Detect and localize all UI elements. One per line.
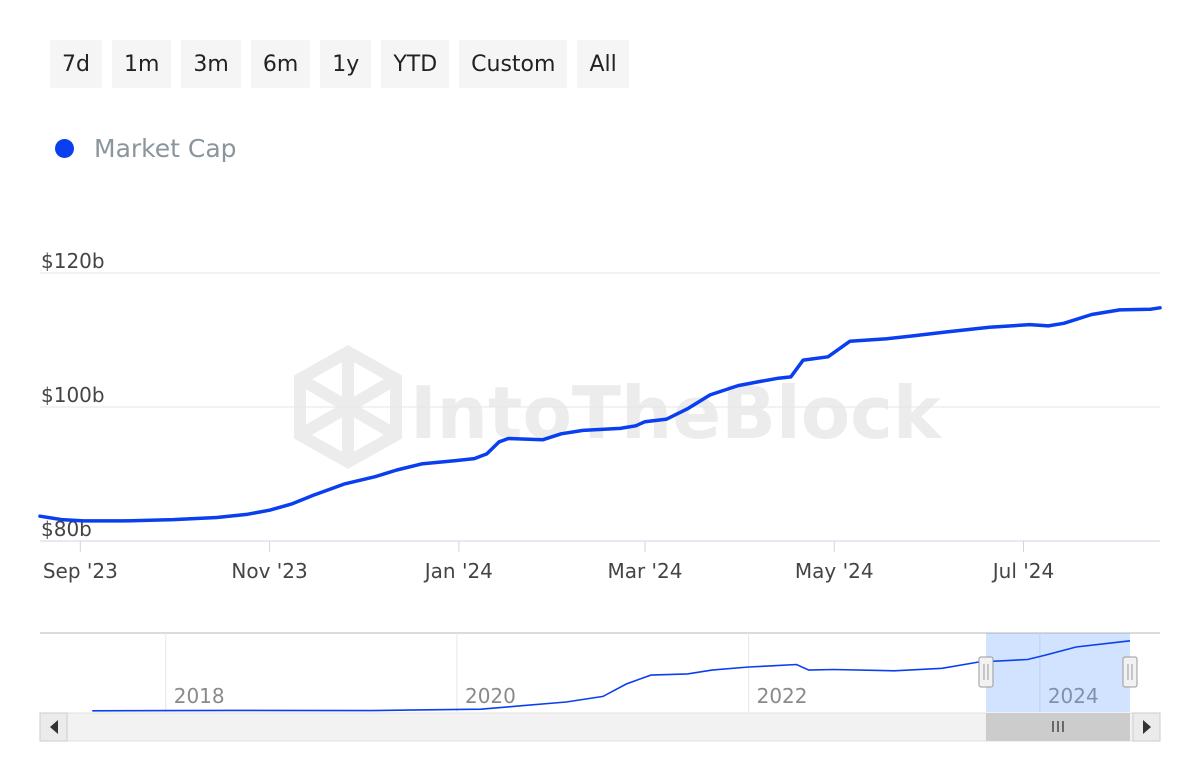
range-button-ytd[interactable]: YTD xyxy=(381,40,450,88)
scrollbar-right-arrow-icon xyxy=(1143,720,1151,734)
y-axis-labels: $80b$100b$120b xyxy=(41,249,105,541)
scrollbar-left-arrow-icon xyxy=(50,720,58,734)
navigator-year-label: 2020 xyxy=(465,684,516,708)
x-tick-label: Nov '23 xyxy=(231,559,307,583)
x-tick-label: Jan '24 xyxy=(423,559,493,583)
range-button-1m[interactable]: 1m xyxy=(111,40,172,88)
range-button-3m[interactable]: 3m xyxy=(181,40,241,88)
navigator-gridlines xyxy=(165,633,1041,712)
range-button-1y[interactable]: 1y xyxy=(320,40,372,88)
x-tick-label: Mar '24 xyxy=(607,559,682,583)
range-selector: 7d 1m 3m 6m 1y YTD Custom All xyxy=(50,40,629,88)
chart-legend[interactable]: Market Cap xyxy=(55,134,237,163)
x-tick-label: Sep '23 xyxy=(43,559,118,583)
x-tick-label: Jul '24 xyxy=(991,559,1054,583)
y-tick-label: $100b xyxy=(41,383,105,407)
legend-series-marker xyxy=(55,139,74,158)
y-tick-label: $120b xyxy=(41,249,105,273)
range-button-all[interactable]: All xyxy=(577,40,629,88)
navigator-year-label: 2022 xyxy=(757,684,808,708)
range-button-6m[interactable]: 6m xyxy=(250,40,311,88)
scrollbar[interactable] xyxy=(39,712,1161,742)
navigator: 2018 2020 2022 2024 xyxy=(40,632,1160,712)
navigator-year-label: 2018 xyxy=(174,684,225,708)
x-tick-label: May '24 xyxy=(795,559,874,583)
range-button-7d[interactable]: 7d xyxy=(50,40,102,88)
y-gridlines xyxy=(40,272,1160,408)
series-line-market-cap[interactable] xyxy=(38,306,1162,523)
x-axis-labels: Sep '23 Nov '23 Jan '24 Mar '24 May '24 Jul '… xyxy=(43,559,1054,583)
navigator-series-line xyxy=(92,640,1131,712)
legend-series-label: Market Cap xyxy=(94,134,237,163)
scrollbar-grip-icon xyxy=(1052,721,1064,732)
navigator-handle-right[interactable] xyxy=(1122,656,1138,688)
scrollbar-right-button[interactable] xyxy=(1132,712,1161,742)
navigator-selected-range[interactable] xyxy=(985,633,1130,712)
navigator-year-label: 2024 xyxy=(1048,684,1099,708)
navigator-year-labels: 2018 2020 2022 2024 xyxy=(174,684,1099,708)
range-button-custom[interactable]: Custom xyxy=(459,40,568,88)
x-axis-ticks xyxy=(79,541,1024,552)
scrollbar-track[interactable] xyxy=(39,712,1161,742)
navigator-handle-left[interactable] xyxy=(978,656,994,688)
